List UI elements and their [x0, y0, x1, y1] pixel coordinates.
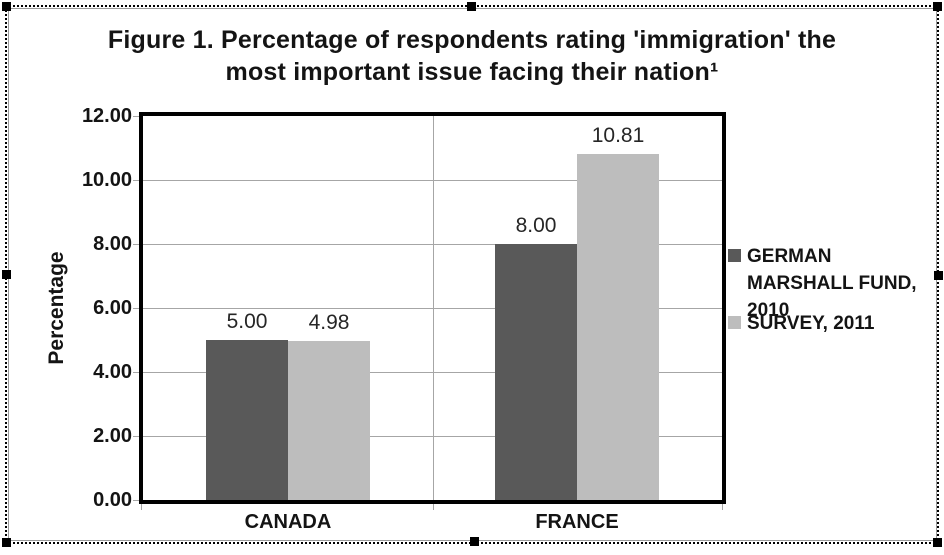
legend-label-series2: SURVEY, 2011 [747, 313, 875, 334]
y-axis-tick [133, 244, 139, 245]
legend-swatch-series2 [728, 316, 741, 329]
y-tick-label: 2.00 [93, 425, 132, 447]
x-category-label: CANADA [244, 511, 332, 533]
data-label: 4.98 [308, 311, 350, 334]
gridline-horizontal [143, 436, 722, 437]
chart-object-frame[interactable] [8, 8, 937, 541]
selection-handle-se[interactable] [933, 538, 942, 547]
x-axis-tick [141, 504, 142, 510]
y-axis-tick [133, 436, 139, 437]
legend-label-series1: GERMAN MARSHALL FUND, 2010 [747, 246, 917, 321]
legend-entry-german-marshall-fund[interactable]: GERMAN MARSHALL FUND, 2010 [728, 243, 937, 324]
y-tick-label: 6.00 [93, 297, 132, 319]
selection-handle-nw[interactable] [2, 2, 11, 11]
chart-title: Figure 1. Percentage of respondents rati… [72, 24, 872, 88]
selection-handle-n[interactable] [467, 2, 476, 11]
data-label: 5.00 [226, 310, 268, 333]
y-tick-label: 10.00 [81, 169, 132, 191]
plot-area[interactable] [139, 112, 726, 504]
bar-france-series2[interactable] [577, 154, 659, 500]
x-category-label: FRANCE [535, 511, 619, 533]
chart-title-line2: most important issue facing their nation… [225, 58, 719, 86]
gridline-horizontal [143, 372, 722, 373]
y-axis-tick [133, 180, 139, 181]
data-label: 8.00 [515, 214, 557, 237]
gridline-horizontal [143, 180, 722, 181]
bar-canada-series1[interactable] [206, 340, 288, 500]
selection-handle-sw[interactable] [2, 538, 11, 547]
selection-handle-s[interactable] [470, 537, 479, 546]
y-axis-tick [133, 308, 139, 309]
x-axis-tick [433, 504, 434, 510]
y-axis-tick [133, 372, 139, 373]
bar-canada-series2[interactable] [288, 341, 370, 500]
legend-entry-survey[interactable]: SURVEY, 2011 [728, 310, 937, 337]
selection-handle-ne[interactable] [933, 2, 942, 11]
data-label: 10.81 [591, 124, 645, 147]
bar-france-series1[interactable] [495, 244, 577, 500]
y-axis-tick [133, 116, 139, 117]
x-axis-tick [722, 504, 723, 510]
gridline-horizontal [143, 244, 722, 245]
y-tick-label: 8.00 [93, 233, 132, 255]
y-tick-label: 4.00 [93, 361, 132, 383]
selection-handle-w[interactable] [2, 270, 11, 279]
legend: GERMAN MARSHALL FUND, 2010 SURVEY, 2011 [728, 0, 938, 555]
gridline-vertical [433, 116, 434, 500]
legend-swatch-series1 [728, 249, 741, 262]
y-tick-label: 12.00 [81, 105, 132, 127]
selection-handle-e[interactable] [934, 271, 943, 280]
gridline-horizontal [143, 308, 722, 309]
y-tick-label: 0.00 [93, 489, 132, 511]
y-axis-tick [133, 500, 139, 501]
chart-title-line1: Figure 1. Percentage of respondents rati… [107, 26, 837, 54]
